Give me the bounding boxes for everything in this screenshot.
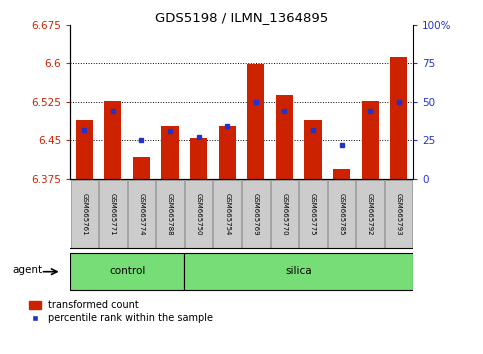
Text: GSM665788: GSM665788 — [167, 193, 173, 235]
Bar — [161, 126, 179, 179]
Bar — [304, 120, 322, 179]
Bar — [361, 101, 379, 179]
Text: GSM665793: GSM665793 — [396, 193, 402, 235]
Bar — [385, 180, 412, 248]
Bar — [390, 57, 407, 179]
Bar — [328, 180, 355, 248]
Bar — [70, 253, 185, 290]
Text: GSM665761: GSM665761 — [81, 193, 87, 235]
Bar — [299, 180, 327, 248]
Bar — [219, 126, 236, 179]
Bar — [76, 120, 93, 179]
Bar — [247, 64, 264, 179]
Bar — [213, 180, 241, 248]
Bar — [156, 180, 184, 248]
Text: GSM665792: GSM665792 — [367, 193, 373, 235]
Text: GSM665775: GSM665775 — [310, 193, 316, 235]
Bar — [185, 180, 213, 248]
Bar — [99, 180, 127, 248]
Bar — [356, 180, 384, 248]
Text: silica: silica — [285, 266, 312, 276]
Bar — [104, 101, 121, 179]
Text: GSM665750: GSM665750 — [196, 193, 201, 235]
Text: GSM665770: GSM665770 — [282, 193, 287, 235]
Legend: transformed count, percentile rank within the sample: transformed count, percentile rank withi… — [29, 301, 213, 323]
Bar — [333, 169, 350, 179]
Text: agent: agent — [13, 265, 43, 275]
Title: GDS5198 / ILMN_1364895: GDS5198 / ILMN_1364895 — [155, 11, 328, 24]
Bar — [276, 95, 293, 179]
Bar — [242, 180, 270, 248]
Bar — [133, 157, 150, 179]
Bar — [270, 180, 298, 248]
Bar — [128, 180, 155, 248]
Text: control: control — [109, 266, 145, 276]
Text: GSM665754: GSM665754 — [224, 193, 230, 235]
Bar — [185, 253, 413, 290]
Bar — [71, 180, 98, 248]
Bar — [190, 138, 207, 179]
Text: GSM665774: GSM665774 — [139, 193, 144, 235]
Text: GSM665769: GSM665769 — [253, 193, 259, 235]
Text: GSM665785: GSM665785 — [339, 193, 344, 235]
Text: GSM665771: GSM665771 — [110, 193, 116, 235]
